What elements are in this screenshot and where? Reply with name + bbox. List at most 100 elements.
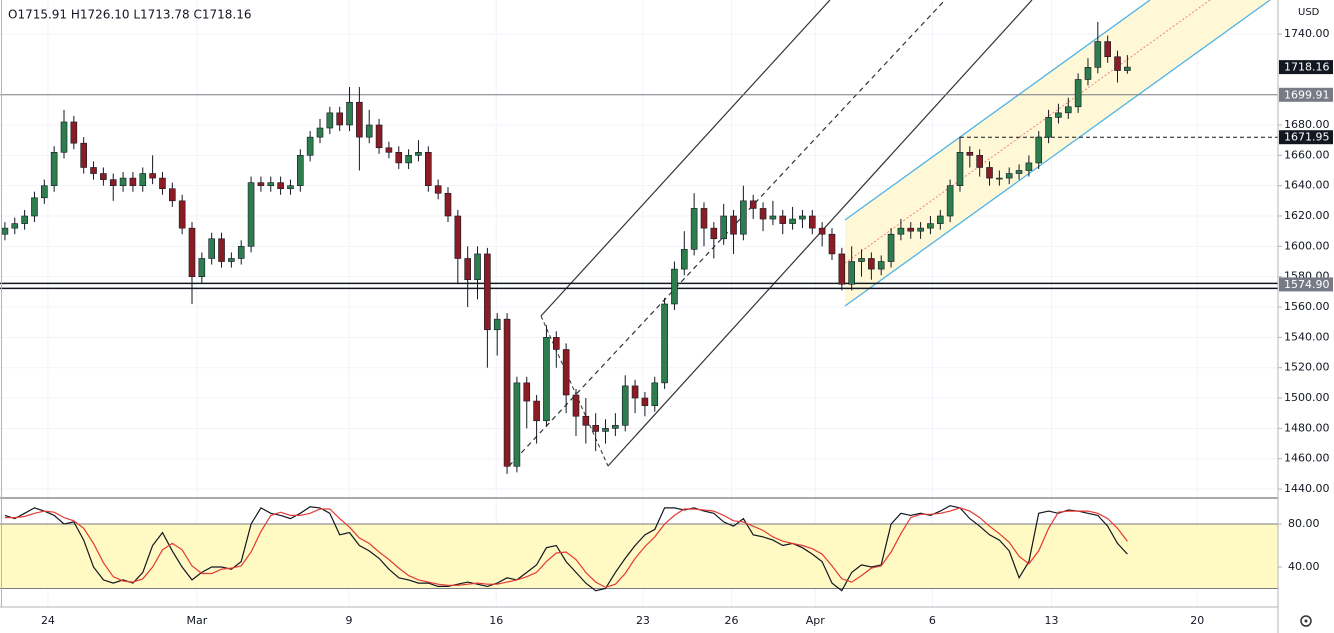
candle-body bbox=[749, 200, 757, 209]
y-tick-label: 1600.00 bbox=[1284, 239, 1330, 252]
candle-body bbox=[996, 177, 1003, 180]
x-tick-label: 24 bbox=[41, 614, 55, 627]
candle-body bbox=[257, 182, 265, 186]
candle-body bbox=[434, 185, 442, 194]
candle-body bbox=[188, 227, 196, 277]
candle-body bbox=[552, 337, 560, 350]
stoch-line bbox=[4, 507, 1128, 589]
candle-body bbox=[1114, 56, 1121, 71]
candle-body bbox=[90, 167, 97, 174]
candle-body bbox=[986, 167, 993, 179]
y-tick-label: 1740.00 bbox=[1284, 27, 1330, 40]
candle-body bbox=[208, 238, 215, 259]
candle-body bbox=[129, 177, 137, 186]
candle-body bbox=[1015, 170, 1023, 174]
candle-body bbox=[306, 136, 314, 156]
candle-body bbox=[287, 185, 294, 190]
candle-body bbox=[119, 177, 127, 186]
candle-body bbox=[927, 223, 934, 229]
y-tick-label: 1620.00 bbox=[1284, 209, 1330, 222]
price-tag-label: 1699.91 bbox=[1284, 88, 1330, 101]
y-tick-label: 1460.00 bbox=[1284, 452, 1330, 465]
candle-body bbox=[405, 155, 412, 164]
candle-body bbox=[759, 208, 767, 220]
x-tick-label: Apr bbox=[806, 614, 826, 627]
candle-body bbox=[602, 428, 609, 432]
candle-body bbox=[100, 173, 107, 180]
candle-body bbox=[976, 155, 983, 168]
stoch-line bbox=[4, 505, 1128, 592]
candle-body bbox=[365, 124, 373, 138]
candle-body bbox=[503, 318, 511, 467]
candle-body bbox=[415, 151, 422, 156]
candle-body bbox=[159, 177, 166, 190]
candle-body bbox=[1104, 41, 1111, 58]
candle-body bbox=[710, 227, 718, 240]
y-tick-label: 1480.00 bbox=[1284, 421, 1330, 434]
candle-body bbox=[50, 151, 58, 186]
candles bbox=[1, 21, 1131, 474]
candle-body bbox=[31, 197, 38, 217]
candle-body bbox=[169, 188, 176, 202]
candle-body bbox=[395, 151, 403, 164]
candle-body bbox=[41, 185, 48, 199]
price-tag bbox=[1279, 130, 1333, 145]
y-tick-label: 40.00 bbox=[1288, 560, 1320, 573]
candle-body bbox=[572, 394, 580, 417]
candle-body bbox=[21, 215, 28, 224]
candle-body bbox=[917, 227, 924, 232]
candle-body bbox=[769, 215, 777, 220]
candle-body bbox=[1025, 162, 1033, 171]
candle-body bbox=[336, 112, 343, 126]
candle-body bbox=[671, 268, 678, 305]
candle-body bbox=[385, 147, 393, 153]
candle-body bbox=[346, 101, 353, 126]
candle-body bbox=[70, 121, 78, 144]
candle-body bbox=[661, 303, 668, 384]
candle-body bbox=[887, 233, 895, 262]
price-tag-label: 1574.90 bbox=[1284, 278, 1330, 291]
candle-body bbox=[680, 249, 688, 270]
y-tick-label: 1440.00 bbox=[1284, 482, 1330, 495]
x-tick-label: 23 bbox=[636, 614, 650, 627]
candle-body bbox=[356, 101, 363, 138]
candle-body bbox=[1064, 106, 1072, 114]
candle-body bbox=[877, 261, 885, 270]
candle-body bbox=[690, 208, 698, 250]
candle-body bbox=[936, 215, 944, 224]
candle-body bbox=[218, 238, 225, 262]
settings-icon[interactable] bbox=[1300, 615, 1312, 627]
candle-body bbox=[1035, 136, 1043, 164]
candle-body bbox=[621, 385, 629, 426]
candle-body bbox=[946, 185, 954, 217]
y-tick-label: 1540.00 bbox=[1284, 330, 1330, 343]
price-tag-label: 1671.95 bbox=[1284, 131, 1330, 144]
candle-body bbox=[818, 227, 826, 235]
pitchfork-median bbox=[508, 0, 946, 467]
candle-body bbox=[316, 127, 324, 138]
candle-body bbox=[651, 382, 659, 406]
candle-body bbox=[533, 400, 540, 422]
candle-body bbox=[592, 425, 599, 432]
candle-body bbox=[60, 121, 68, 153]
candle-body bbox=[828, 233, 836, 255]
x-tick-label: 20 bbox=[1190, 614, 1204, 627]
candle-body bbox=[474, 253, 481, 281]
candle-body bbox=[493, 318, 501, 331]
candle-body bbox=[198, 258, 206, 277]
candle-body bbox=[267, 182, 275, 186]
candle-body bbox=[858, 258, 865, 262]
candle-body bbox=[109, 179, 117, 186]
candle-body bbox=[1084, 67, 1092, 80]
price-tag bbox=[1279, 60, 1333, 75]
x-tick-label: 6 bbox=[929, 614, 936, 627]
pitchfork-base bbox=[540, 315, 609, 467]
candle-body bbox=[178, 200, 186, 229]
candle-body bbox=[297, 155, 304, 186]
candle-body bbox=[720, 215, 727, 240]
regression-lower bbox=[844, 0, 1271, 307]
candle-body bbox=[799, 215, 806, 220]
x-tick-label: 16 bbox=[489, 614, 503, 627]
candle-body bbox=[464, 258, 471, 281]
